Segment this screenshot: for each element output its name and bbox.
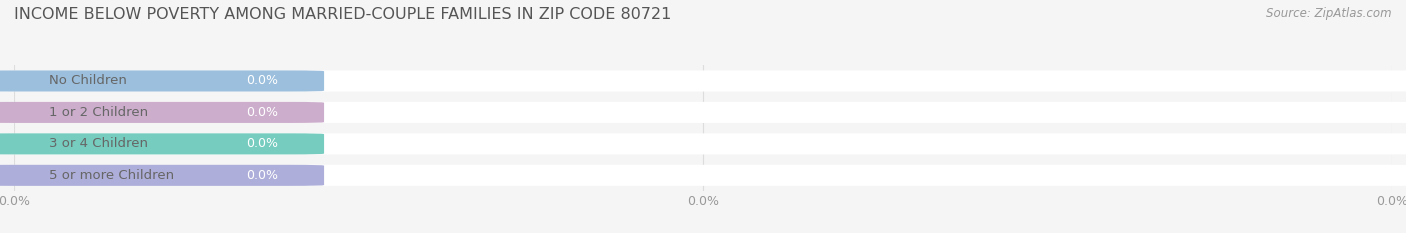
Text: 1 or 2 Children: 1 or 2 Children xyxy=(48,106,148,119)
Text: 5 or more Children: 5 or more Children xyxy=(48,169,173,182)
FancyBboxPatch shape xyxy=(0,165,325,186)
Text: No Children: No Children xyxy=(48,75,127,87)
FancyBboxPatch shape xyxy=(0,102,1406,123)
FancyBboxPatch shape xyxy=(0,133,1406,154)
FancyBboxPatch shape xyxy=(0,70,1406,92)
Text: 0.0%: 0.0% xyxy=(246,169,278,182)
Text: 0.0%: 0.0% xyxy=(246,106,278,119)
FancyBboxPatch shape xyxy=(0,133,325,154)
Text: INCOME BELOW POVERTY AMONG MARRIED-COUPLE FAMILIES IN ZIP CODE 80721: INCOME BELOW POVERTY AMONG MARRIED-COUPL… xyxy=(14,7,672,22)
FancyBboxPatch shape xyxy=(0,165,1406,186)
Text: 0.0%: 0.0% xyxy=(246,75,278,87)
Text: 3 or 4 Children: 3 or 4 Children xyxy=(48,137,148,150)
FancyBboxPatch shape xyxy=(0,70,325,92)
Text: 0.0%: 0.0% xyxy=(246,137,278,150)
Text: Source: ZipAtlas.com: Source: ZipAtlas.com xyxy=(1267,7,1392,20)
FancyBboxPatch shape xyxy=(0,102,325,123)
